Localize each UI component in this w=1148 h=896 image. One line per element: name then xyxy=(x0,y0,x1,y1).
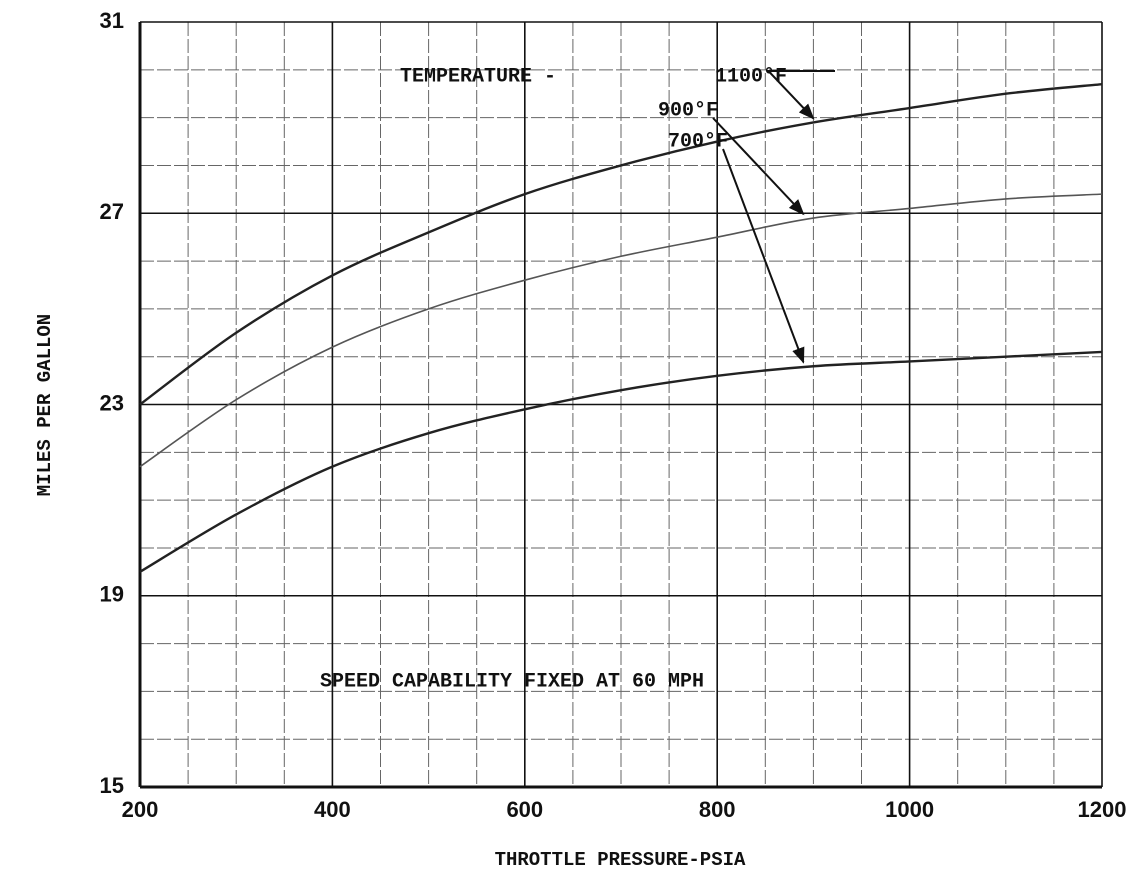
annotation: TEMPERATURE - xyxy=(400,65,556,88)
arrow xyxy=(722,148,805,364)
y-tick-label: 15 xyxy=(100,773,124,798)
y-tick-label: 23 xyxy=(100,390,124,415)
x-tick-label: 400 xyxy=(314,797,351,822)
arrow xyxy=(712,117,805,216)
x-tick-label: 1200 xyxy=(1078,797,1127,822)
x-axis-title: THROTTLE PRESSURE-PSIA xyxy=(495,849,746,871)
y-tick-label: 19 xyxy=(100,582,124,607)
y-tick-label: 31 xyxy=(100,8,124,33)
series-label: 900°F xyxy=(658,99,718,122)
y-tick-label: 27 xyxy=(100,199,124,224)
x-tick-label: 600 xyxy=(506,797,543,822)
annotation: SPEED CAPABILITY FIXED AT 60 MPH xyxy=(320,670,704,693)
x-tick-label: 800 xyxy=(699,797,736,822)
x-tick-label: 1000 xyxy=(885,797,934,822)
line-series xyxy=(139,193,1103,468)
line-series xyxy=(139,350,1103,573)
y-axis-title: MILES PER GALLON xyxy=(34,314,56,496)
series-label: 700°F xyxy=(668,130,728,153)
line-series xyxy=(139,82,1103,406)
x-tick-label: 200 xyxy=(122,797,159,822)
arrow xyxy=(766,70,835,120)
series-label: 1100°F xyxy=(715,65,787,88)
